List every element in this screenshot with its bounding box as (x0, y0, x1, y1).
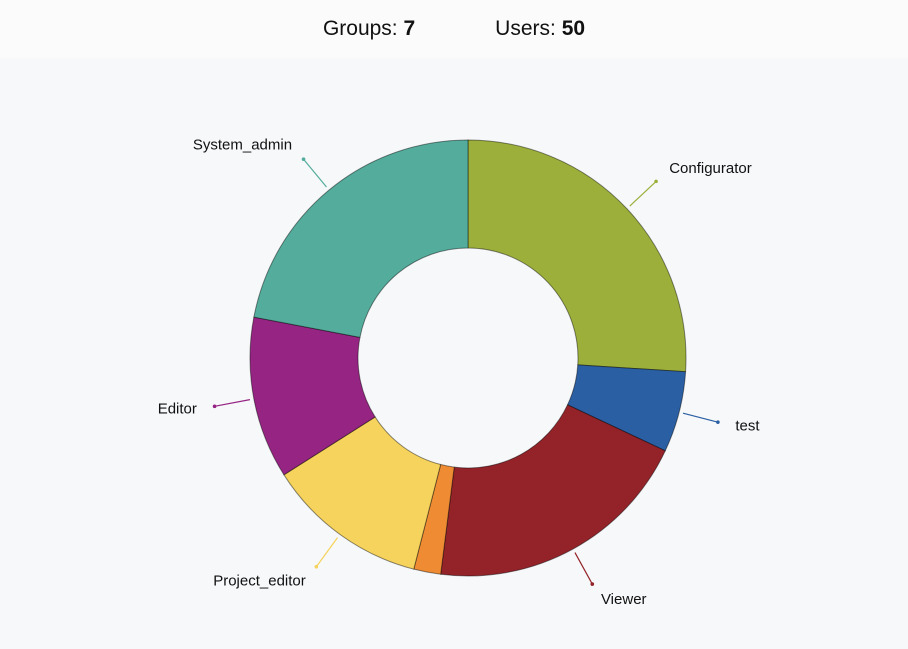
users-count: Users: 50 (495, 17, 585, 41)
leader-dot (590, 582, 595, 586)
users-value: 50 (561, 17, 586, 40)
leader-line (303, 158, 327, 188)
donut-slice (467, 139, 687, 373)
slice-label: Editor (158, 401, 197, 418)
chart: Configurator test Viewer Project_editor Edit… (158, 136, 761, 608)
donut-slice (253, 139, 469, 338)
users-label: Users: (495, 17, 556, 40)
donut-slice (413, 463, 455, 575)
donut-slice (440, 404, 666, 577)
leader-dot (654, 179, 658, 184)
slice-label: Viewer (601, 591, 647, 608)
leader-line (214, 399, 251, 407)
groups-count: Groups: 7 (323, 17, 415, 41)
slice-label: Configurator (669, 160, 752, 177)
leader-dot (301, 157, 306, 162)
donut-slice (283, 416, 442, 570)
leader-line (629, 180, 657, 207)
leader-dot (314, 564, 319, 569)
summary-bar: Groups: 7 Users: 50 (0, 0, 908, 58)
slice-label: Project_editor (213, 572, 306, 589)
groups-label: Groups: (322, 17, 398, 40)
leader-line (315, 537, 338, 568)
slice-label: System_admin (193, 136, 292, 153)
donut-slice (249, 316, 376, 476)
leader-dot (212, 404, 217, 409)
slice-label: test (735, 418, 760, 435)
leader-line (574, 552, 593, 585)
leader-dot (716, 420, 720, 424)
groups-value: 7 (403, 17, 416, 40)
leader-line (682, 412, 719, 423)
